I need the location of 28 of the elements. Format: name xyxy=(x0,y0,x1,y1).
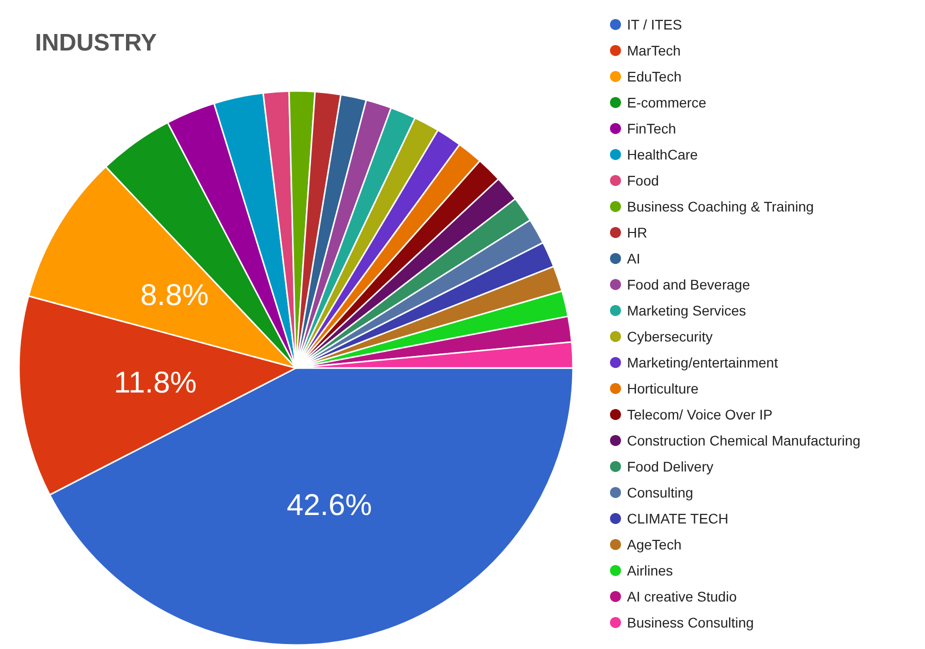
legend-label: AI creative Studio xyxy=(627,588,737,604)
legend-label: IT / ITES xyxy=(627,16,682,32)
legend-label: Marketing/entertainment xyxy=(627,354,778,370)
legend-label: Horticulture xyxy=(627,380,699,396)
legend-label: Construction Chemical Manufacturing xyxy=(627,432,860,448)
data-label: 42.6% xyxy=(286,489,372,522)
legend-label: AI xyxy=(627,250,640,266)
legend-label: Consulting xyxy=(627,484,694,500)
legend-label: E-commerce xyxy=(627,94,707,110)
legend-label: HealthCare xyxy=(627,146,698,162)
legend-label: FinTech xyxy=(627,120,676,136)
legend-label: HR xyxy=(627,224,648,240)
legend-label: EduTech xyxy=(627,68,682,84)
legend-label: Cybersecurity xyxy=(627,328,713,344)
legend-label: AgeTech xyxy=(627,536,682,552)
legend-label: Food and Beverage xyxy=(627,276,750,292)
legend-label: Airlines xyxy=(627,562,673,578)
data-label: 11.8% xyxy=(114,366,197,400)
legend-label: Food xyxy=(627,172,659,188)
data-label: 8.8% xyxy=(140,278,209,312)
chart-title: INDUSTRY xyxy=(35,30,157,56)
legend-label: Food Delivery xyxy=(627,458,714,474)
legend-label: CLIMATE TECH xyxy=(627,510,728,526)
legend-label: Marketing Services xyxy=(627,302,746,318)
legend-label: Business Coaching & Training xyxy=(627,198,814,214)
legend-label: Telecom/ Voice Over IP xyxy=(627,406,773,422)
legend-label: Business Consulting xyxy=(627,614,754,630)
legend-label: MarTech xyxy=(627,42,681,58)
